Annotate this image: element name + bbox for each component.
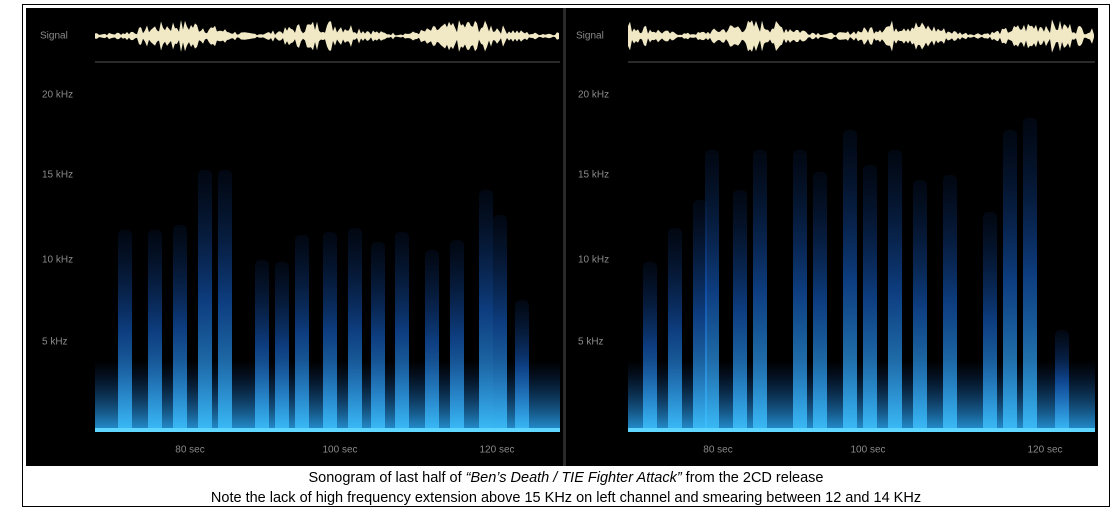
spectral-streak: [1055, 330, 1069, 432]
spectral-streak: [198, 170, 212, 432]
spectral-streak: [693, 200, 707, 432]
spectral-streak: [218, 170, 232, 432]
figure: Sonogram of last half of “Ben’s Death / …: [0, 0, 1114, 512]
x-axis-label: 100 sec: [850, 445, 885, 456]
spectral-streak: [888, 150, 902, 432]
floor-line: [95, 428, 560, 432]
y-axis-label: 20 kHz: [578, 90, 609, 101]
spectral-streak: [450, 240, 464, 432]
y-axis-label: 10 kHz: [578, 255, 609, 266]
spectral-streak: [643, 262, 657, 432]
page: {"panels": [ {"signal_label": "Signal", …: [0, 0, 1114, 512]
spectral-streak: [1023, 118, 1037, 432]
spectral-streak: [515, 300, 529, 432]
spectral-streak: [1003, 130, 1017, 432]
spectral-streak: [705, 150, 719, 432]
spectral-streak: [371, 242, 385, 432]
spectral-streak: [493, 215, 507, 432]
spectral-streak: [793, 150, 807, 432]
x-axis-label: 120 sec: [1027, 445, 1062, 456]
spectral-streak: [425, 250, 439, 432]
spectral-streak: [668, 228, 682, 432]
spectral-streak: [913, 180, 927, 432]
y-axis-label: 5 kHz: [42, 337, 68, 348]
spectral-streak: [255, 260, 269, 432]
spectral-streak: [348, 228, 362, 432]
y-axis-label: 20 kHz: [42, 90, 73, 101]
spectral-streak: [479, 190, 493, 432]
spectral-streak: [395, 232, 409, 432]
spectral-streak: [843, 130, 857, 432]
caption-line1: Sonogram of last half of “Ben’s Death / …: [309, 470, 824, 486]
spectral-streak: [118, 230, 132, 432]
spectral-streak: [863, 165, 877, 432]
x-axis-label: 80 sec: [703, 445, 732, 456]
spectral-streak: [173, 225, 187, 432]
spectral-streak: [323, 232, 337, 432]
x-axis-label: 80 sec: [175, 445, 204, 456]
spectral-streak: [943, 175, 957, 432]
spectral-streak: [295, 235, 309, 432]
x-axis-label: 120 sec: [479, 445, 514, 456]
spectral-streak: [813, 172, 827, 432]
y-axis-label: 15 kHz: [578, 170, 609, 181]
caption-line2: Note the lack of high frequency extensio…: [211, 490, 921, 506]
x-axis-label: 100 sec: [322, 445, 357, 456]
y-axis-label: 5 kHz: [578, 337, 604, 348]
signal-label: Signal: [576, 31, 604, 42]
spectral-streak: [983, 212, 997, 432]
spectral-streak: [148, 230, 162, 432]
y-axis-label: 15 kHz: [42, 170, 73, 181]
spectral-streak: [733, 190, 747, 432]
spectral-streak: [753, 150, 767, 432]
y-axis-label: 10 kHz: [42, 255, 73, 266]
panel-divider: [563, 8, 566, 466]
floor-line: [628, 428, 1095, 432]
spectral-streak: [275, 262, 289, 432]
signal-label: Signal: [40, 31, 68, 42]
